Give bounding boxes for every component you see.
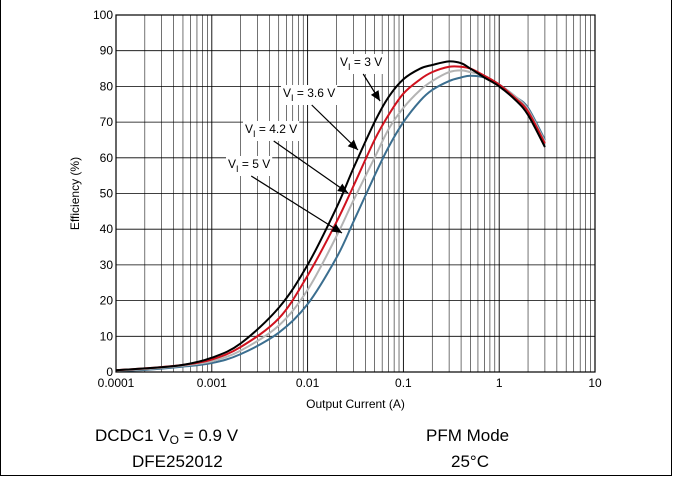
y-axis-label: Efficiency (%)	[68, 157, 82, 230]
series-label-background	[281, 85, 338, 105]
caption-temperature: 25°C	[451, 452, 489, 471]
caption-vo-value: = 0.9 V	[178, 426, 239, 445]
x-tick-label: 0.0001	[98, 376, 135, 390]
caption-conditions: DCDC1 VO = 0.9 V	[95, 426, 238, 447]
series-label-background	[243, 121, 300, 141]
series-callout: VI = 3.6 V	[281, 85, 359, 151]
y-tick-label: 40	[100, 222, 114, 236]
caption-mode: PFM Mode	[426, 426, 510, 445]
callout-arrow-head	[347, 139, 358, 150]
series-label-background	[338, 54, 385, 74]
y-tick-label: 70	[100, 115, 114, 129]
y-tick-label: 60	[100, 151, 114, 165]
series-label: VI = 4.2 V	[245, 122, 297, 139]
series-line	[115, 60, 546, 372]
caption-vo-subscript: O	[169, 433, 179, 447]
series-callouts: VI = 3 V VI = 3.6 V VI = 4.2 V VI = 5 V	[226, 54, 385, 234]
y-tick-label: 0	[106, 365, 113, 379]
callout-arrow-head	[337, 183, 348, 193]
y-tick-label: 10	[100, 329, 114, 343]
series-callout: VI = 3 V	[338, 54, 385, 102]
x-tick-label: 10	[588, 376, 602, 390]
series-callout: VI = 4.2 V	[243, 121, 349, 194]
series-callout: VI = 5 V	[226, 156, 343, 234]
x-tick-label: 0.01	[296, 376, 320, 390]
series-label: VI = 5 V	[228, 157, 270, 174]
callout-arrow-head	[331, 223, 342, 233]
y-tick-label: 50	[100, 187, 114, 201]
caption-vo-label: DCDC1 V	[95, 426, 170, 445]
x-axis-label: Output Current (A)	[306, 397, 405, 411]
series-label: VI = 3 V	[340, 55, 382, 72]
y-tick-label: 90	[100, 44, 114, 58]
x-tick-label: 0.001	[197, 376, 227, 390]
y-tick-label: 100	[93, 8, 113, 22]
series-line	[115, 65, 546, 372]
callout-arrow-line	[250, 175, 343, 234]
plot-border	[115, 14, 596, 373]
series-label-background	[226, 156, 273, 176]
series-lines	[115, 60, 546, 372]
callout-arrow-line	[273, 140, 349, 194]
x-tick-label: 0.1	[395, 376, 412, 390]
callout-arrow-line	[311, 104, 359, 151]
series-label: VI = 3.6 V	[283, 86, 335, 103]
x-tick-label: 1	[496, 376, 503, 390]
callout-arrow-head	[370, 90, 380, 101]
y-tick-label: 80	[100, 79, 114, 93]
series-line	[115, 74, 546, 372]
y-tick-label: 20	[100, 294, 114, 308]
caption-inductor: DFE252012	[132, 452, 223, 471]
tick-labels: 0 10 20 30 40 50 60 70 80 90 100 0.0001 0.001 0.01 0.1…	[93, 8, 602, 390]
y-tick-label: 30	[100, 258, 114, 272]
